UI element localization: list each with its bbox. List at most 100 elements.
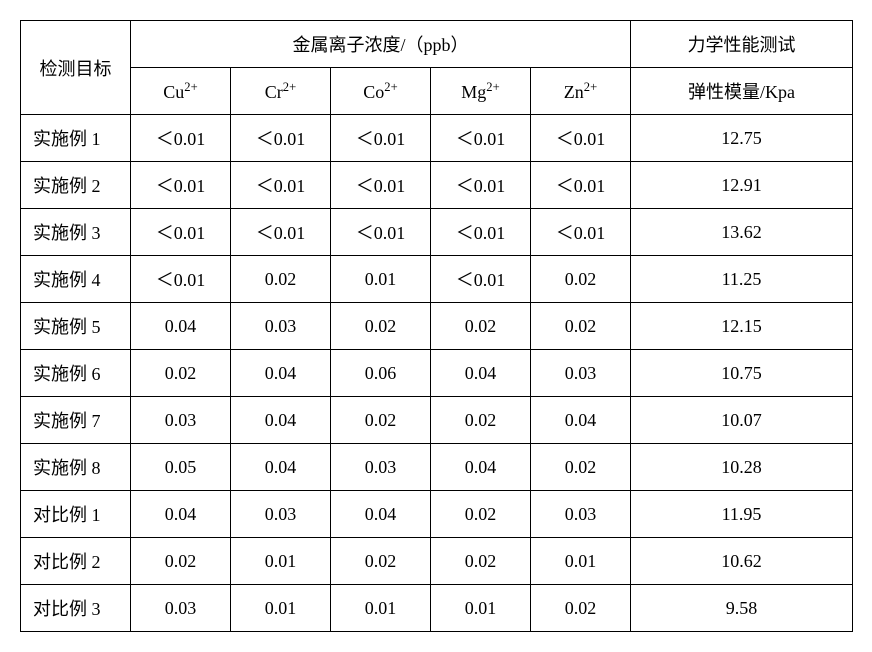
- cell-mg: ＜0.01: [431, 256, 531, 303]
- cell-co: ＜0.01: [331, 162, 431, 209]
- cell-cr: 0.01: [231, 538, 331, 585]
- cell-co: 0.04: [331, 491, 431, 538]
- cell-mg: ＜0.01: [431, 115, 531, 162]
- cell-cu: 0.02: [131, 350, 231, 397]
- cell-cr: 0.04: [231, 397, 331, 444]
- cell-co: 0.02: [331, 538, 431, 585]
- cell-mg: ＜0.01: [431, 209, 531, 256]
- cell-mech: 10.07: [631, 397, 853, 444]
- table-row: 实施例 1＜0.01＜0.01＜0.01＜0.01＜0.0112.75: [21, 115, 853, 162]
- row-label: 实施例 4: [21, 256, 131, 303]
- cell-cu: ＜0.01: [131, 115, 231, 162]
- header-mg: Mg2+: [431, 68, 531, 115]
- table-header: 检测目标 金属离子浓度/（ppb） 力学性能测试 Cu2+ Cr2+ Co2+ …: [21, 21, 853, 115]
- cell-zn: 0.01: [531, 538, 631, 585]
- cell-mg: 0.02: [431, 491, 531, 538]
- row-label: 对比例 1: [21, 491, 131, 538]
- cell-cr: 0.04: [231, 444, 331, 491]
- cell-cr: 0.03: [231, 491, 331, 538]
- cell-zn: 0.03: [531, 350, 631, 397]
- cell-mech: 13.62: [631, 209, 853, 256]
- row-label: 实施例 1: [21, 115, 131, 162]
- cell-cu: 0.04: [131, 491, 231, 538]
- row-label: 实施例 6: [21, 350, 131, 397]
- cell-mech: 11.95: [631, 491, 853, 538]
- cell-zn: 0.02: [531, 256, 631, 303]
- row-label: 对比例 2: [21, 538, 131, 585]
- cell-mech: 10.62: [631, 538, 853, 585]
- cell-mg: 0.02: [431, 538, 531, 585]
- table-row: 实施例 2＜0.01＜0.01＜0.01＜0.01＜0.0112.91: [21, 162, 853, 209]
- cell-mg: 0.04: [431, 444, 531, 491]
- header-mech-sub: 弹性模量/Kpa: [631, 68, 853, 115]
- cell-mech: 10.75: [631, 350, 853, 397]
- table-row: 对比例 30.030.010.010.010.029.58: [21, 585, 853, 632]
- cell-cr: 0.02: [231, 256, 331, 303]
- cell-co: 0.06: [331, 350, 431, 397]
- row-label: 对比例 3: [21, 585, 131, 632]
- row-label: 实施例 5: [21, 303, 131, 350]
- table-row: 对比例 10.040.030.040.020.0311.95: [21, 491, 853, 538]
- header-zn: Zn2+: [531, 68, 631, 115]
- cell-mech: 11.25: [631, 256, 853, 303]
- cell-mech: 10.28: [631, 444, 853, 491]
- cell-cu: ＜0.01: [131, 256, 231, 303]
- cell-cr: 0.04: [231, 350, 331, 397]
- cell-cu: 0.03: [131, 585, 231, 632]
- cell-cu: 0.03: [131, 397, 231, 444]
- cell-cr: 0.03: [231, 303, 331, 350]
- row-label: 实施例 2: [21, 162, 131, 209]
- cell-cr: ＜0.01: [231, 209, 331, 256]
- cell-co: ＜0.01: [331, 115, 431, 162]
- header-co: Co2+: [331, 68, 431, 115]
- cell-mg: 0.04: [431, 350, 531, 397]
- table-row: 实施例 3＜0.01＜0.01＜0.01＜0.01＜0.0113.62: [21, 209, 853, 256]
- cell-mg: ＜0.01: [431, 162, 531, 209]
- cell-zn: 0.02: [531, 444, 631, 491]
- table-row: 实施例 4＜0.010.020.01＜0.010.0211.25: [21, 256, 853, 303]
- cell-cu: 0.02: [131, 538, 231, 585]
- cell-zn: 0.04: [531, 397, 631, 444]
- header-target: 检测目标: [21, 21, 131, 115]
- table-row: 实施例 80.050.040.030.040.0210.28: [21, 444, 853, 491]
- cell-mg: 0.01: [431, 585, 531, 632]
- row-label: 实施例 8: [21, 444, 131, 491]
- cell-zn: 0.03: [531, 491, 631, 538]
- cell-mech: 9.58: [631, 585, 853, 632]
- cell-mech: 12.75: [631, 115, 853, 162]
- cell-mech: 12.15: [631, 303, 853, 350]
- header-cu: Cu2+: [131, 68, 231, 115]
- row-label: 实施例 3: [21, 209, 131, 256]
- header-metal-group: 金属离子浓度/（ppb）: [131, 21, 631, 68]
- table-row: 实施例 50.040.030.020.020.0212.15: [21, 303, 853, 350]
- cell-co: 0.02: [331, 397, 431, 444]
- data-table: 检测目标 金属离子浓度/（ppb） 力学性能测试 Cu2+ Cr2+ Co2+ …: [20, 20, 853, 632]
- cell-cu: 0.05: [131, 444, 231, 491]
- cell-zn: ＜0.01: [531, 209, 631, 256]
- cell-mg: 0.02: [431, 303, 531, 350]
- cell-co: 0.03: [331, 444, 431, 491]
- cell-cu: ＜0.01: [131, 209, 231, 256]
- cell-co: 0.02: [331, 303, 431, 350]
- table-row: 对比例 20.020.010.020.020.0110.62: [21, 538, 853, 585]
- row-label: 实施例 7: [21, 397, 131, 444]
- table-row: 实施例 60.020.040.060.040.0310.75: [21, 350, 853, 397]
- cell-zn: 0.02: [531, 303, 631, 350]
- cell-co: ＜0.01: [331, 209, 431, 256]
- cell-cu: 0.04: [131, 303, 231, 350]
- cell-mech: 12.91: [631, 162, 853, 209]
- cell-cu: ＜0.01: [131, 162, 231, 209]
- cell-co: 0.01: [331, 585, 431, 632]
- table-body: 实施例 1＜0.01＜0.01＜0.01＜0.01＜0.0112.75实施例 2…: [21, 115, 853, 632]
- cell-co: 0.01: [331, 256, 431, 303]
- cell-cr: ＜0.01: [231, 115, 331, 162]
- header-mech-group: 力学性能测试: [631, 21, 853, 68]
- header-cr: Cr2+: [231, 68, 331, 115]
- cell-zn: ＜0.01: [531, 162, 631, 209]
- table-row: 实施例 70.030.040.020.020.0410.07: [21, 397, 853, 444]
- cell-cr: 0.01: [231, 585, 331, 632]
- cell-zn: ＜0.01: [531, 115, 631, 162]
- cell-cr: ＜0.01: [231, 162, 331, 209]
- cell-mg: 0.02: [431, 397, 531, 444]
- cell-zn: 0.02: [531, 585, 631, 632]
